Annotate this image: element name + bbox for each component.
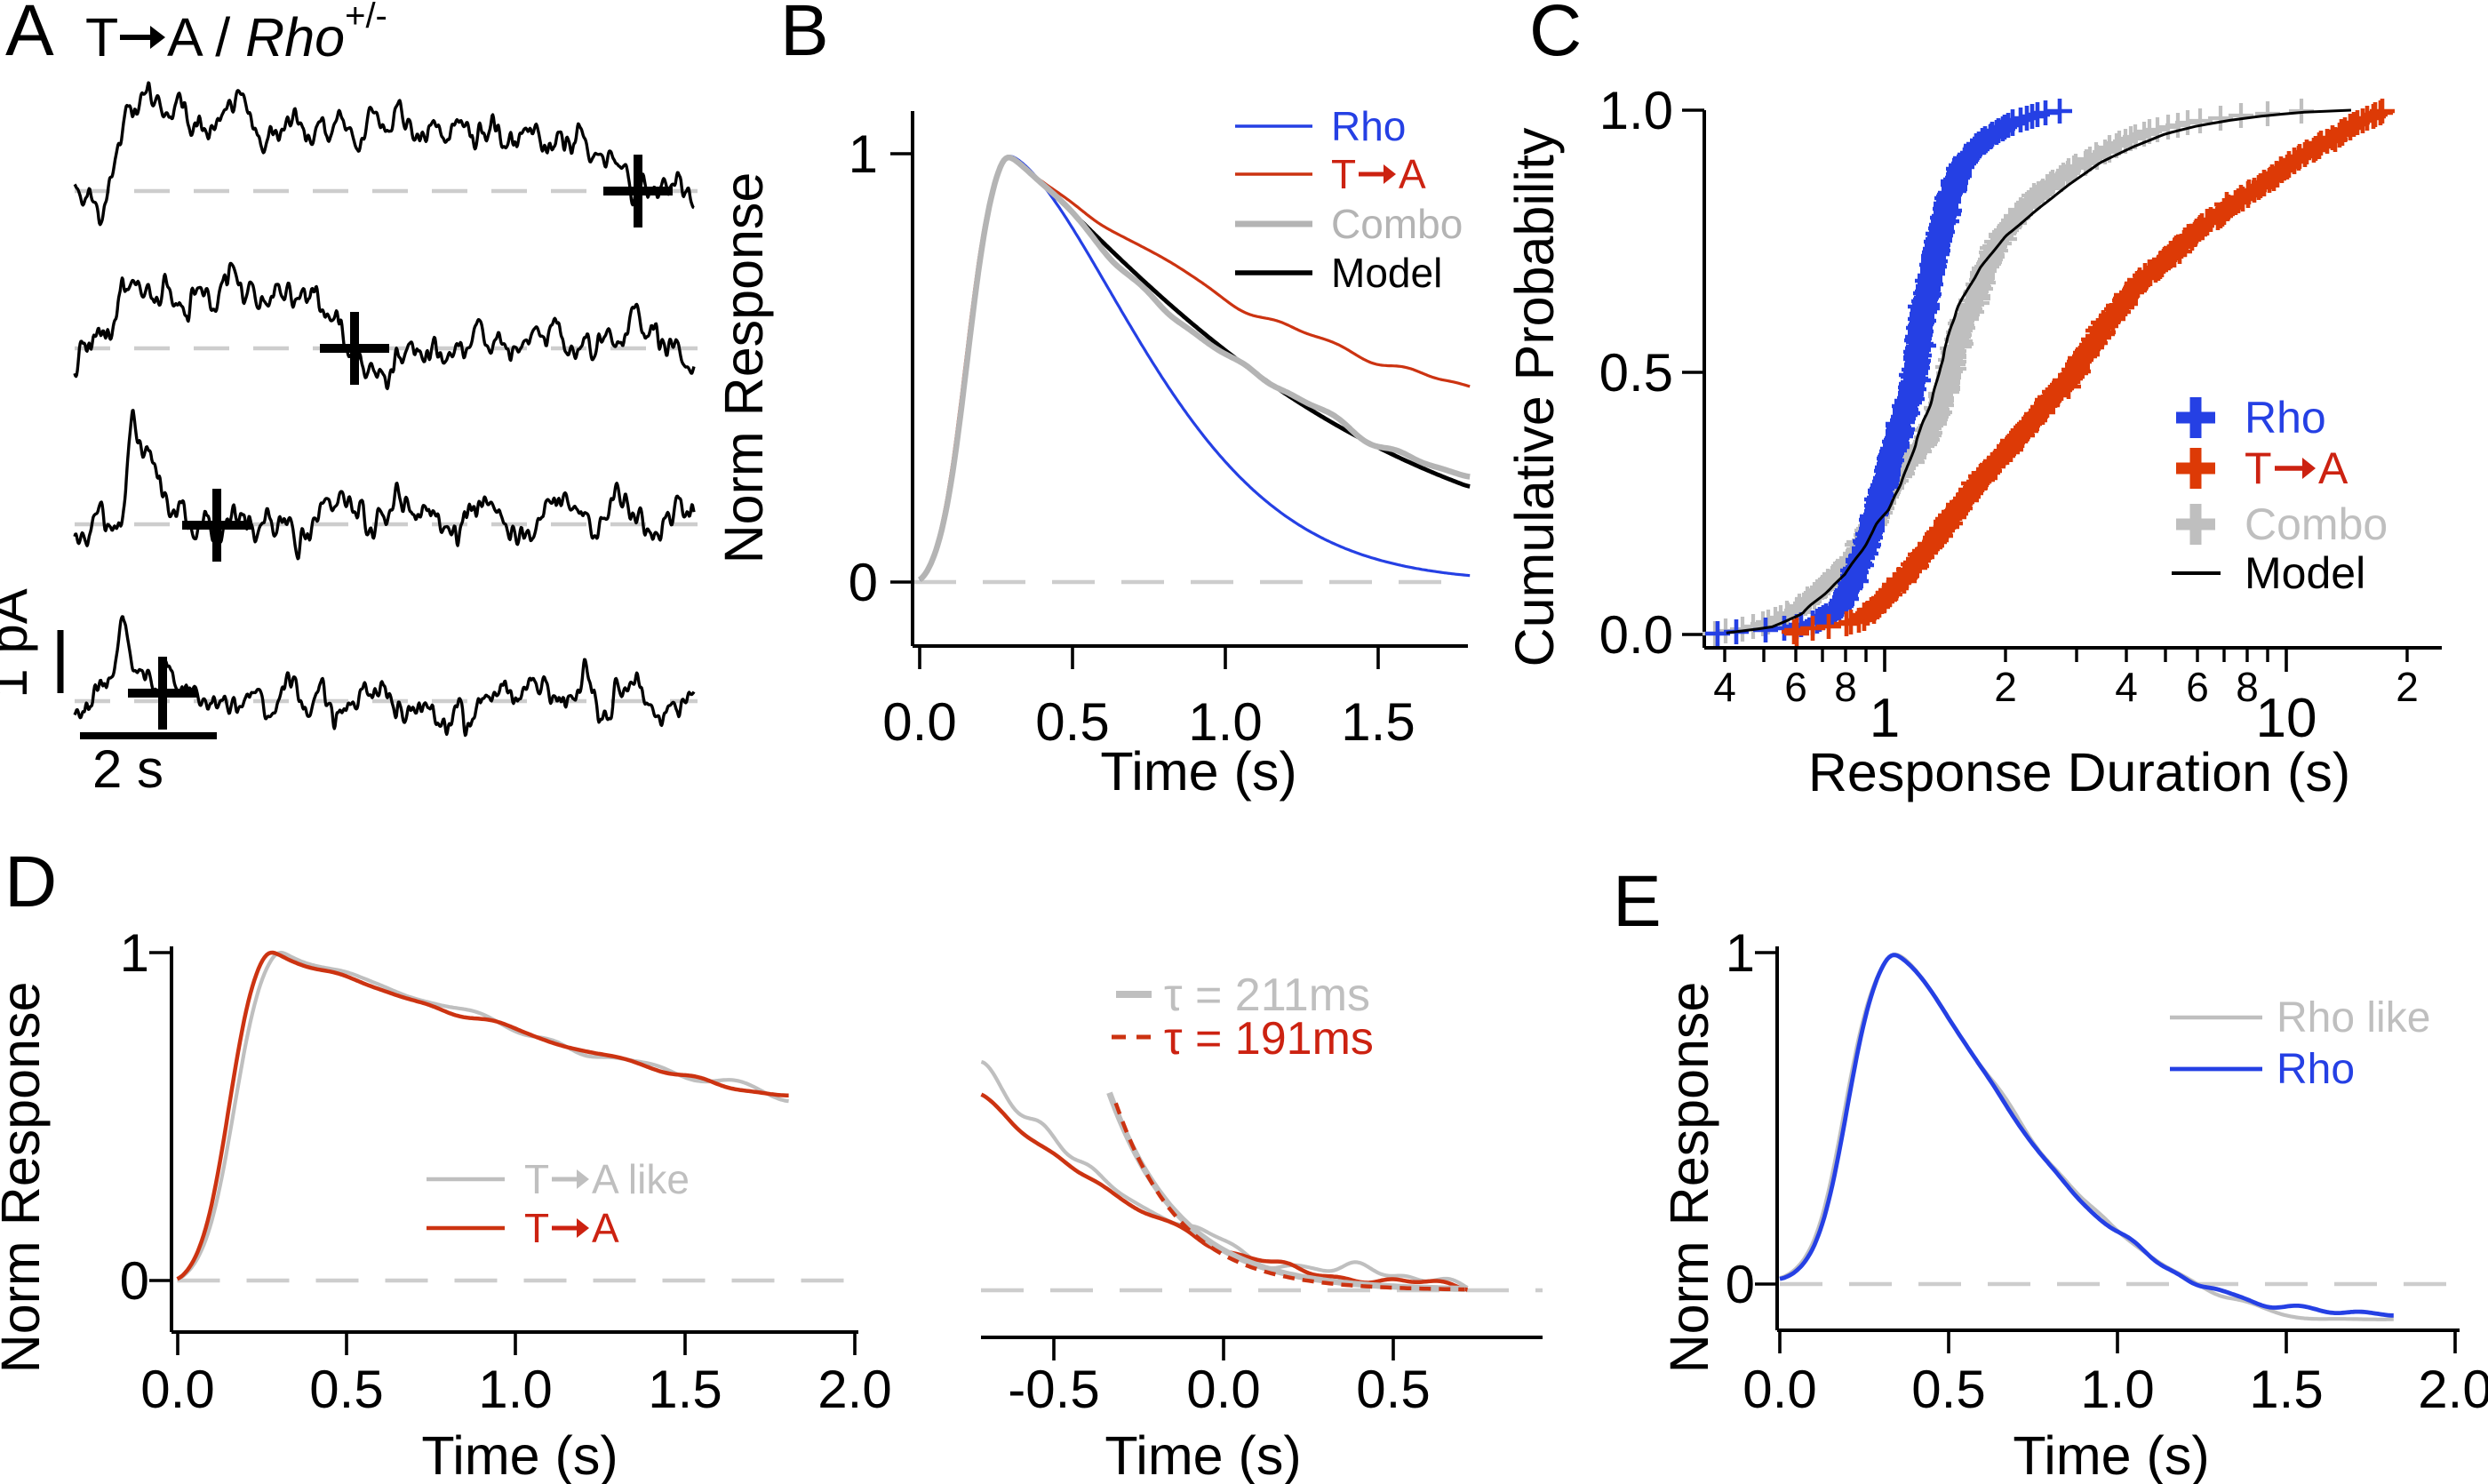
svg-text:Rho: Rho	[2277, 1046, 2355, 1093]
svg-text:Rho: Rho	[1331, 103, 1406, 149]
svg-text:A like: A like	[592, 1156, 690, 1202]
svg-text:T: T	[524, 1205, 549, 1251]
svg-text:1.0: 1.0	[2080, 1360, 2154, 1419]
svg-text:Norm Response: Norm Response	[714, 172, 774, 564]
svg-text:1: 1	[1726, 923, 1755, 983]
svg-text:2 s: 2 s	[92, 739, 163, 799]
svg-text:T: T	[85, 7, 118, 68]
svg-text:1.0: 1.0	[478, 1360, 552, 1419]
svg-text:0.0: 0.0	[882, 692, 956, 752]
svg-text:Model: Model	[2245, 548, 2365, 598]
svg-text:T: T	[2245, 443, 2272, 493]
svg-text:1.5: 1.5	[648, 1360, 722, 1419]
svg-text:Combo: Combo	[1331, 201, 1463, 247]
svg-text:A: A	[2318, 443, 2348, 493]
svg-text:1.0: 1.0	[1188, 692, 1262, 752]
svg-text:-0.5: -0.5	[1008, 1360, 1099, 1419]
svg-text:2: 2	[2396, 664, 2419, 710]
svg-text:Norm Response: Norm Response	[0, 982, 51, 1374]
svg-text:4: 4	[1713, 664, 1736, 710]
svg-text:1: 1	[1870, 688, 1900, 749]
svg-text:8: 8	[1834, 664, 1857, 710]
svg-text:0.0: 0.0	[1186, 1360, 1260, 1419]
svg-text:Time (s): Time (s)	[2013, 1425, 2209, 1484]
svg-text:10: 10	[2256, 688, 2317, 749]
svg-text:0.5: 0.5	[309, 1360, 383, 1419]
svg-text:0.5: 0.5	[1035, 692, 1109, 752]
svg-text:6: 6	[1784, 664, 1807, 710]
svg-text:1: 1	[849, 124, 878, 184]
svg-text:1: 1	[120, 923, 149, 983]
svg-text:B: B	[780, 0, 829, 71]
svg-text:T: T	[524, 1156, 549, 1202]
svg-text:E: E	[1613, 861, 1662, 942]
svg-text:Rho: Rho	[2245, 393, 2326, 443]
svg-text:0.5: 0.5	[1911, 1360, 1985, 1419]
svg-text:2: 2	[1994, 664, 2017, 710]
svg-text:1.5: 1.5	[2249, 1360, 2323, 1419]
svg-text:0.0: 0.0	[1599, 605, 1673, 665]
svg-text:Combo: Combo	[2245, 499, 2388, 549]
svg-text:0.0: 0.0	[140, 1360, 214, 1419]
svg-text:Time (s): Time (s)	[1100, 741, 1296, 802]
svg-text:T: T	[1331, 151, 1356, 197]
svg-text:2.0: 2.0	[2418, 1360, 2488, 1419]
svg-text:1.0: 1.0	[1599, 81, 1673, 140]
svg-text:8: 8	[2236, 664, 2259, 710]
svg-text:0.0: 0.0	[1742, 1360, 1816, 1419]
svg-text:0: 0	[849, 553, 878, 612]
svg-text:0: 0	[120, 1251, 149, 1311]
svg-text:τ = 211ms: τ = 211ms	[1164, 969, 1370, 1021]
svg-text:Time (s): Time (s)	[421, 1425, 618, 1484]
svg-text:2.0: 2.0	[817, 1360, 891, 1419]
svg-text:D: D	[4, 842, 57, 922]
svg-text:Norm Response: Norm Response	[1659, 982, 1719, 1374]
svg-text:6: 6	[2186, 664, 2209, 710]
svg-text:Rho like: Rho like	[2277, 994, 2430, 1041]
svg-text:Time (s): Time (s)	[1104, 1425, 1301, 1484]
svg-text:0.5: 0.5	[1599, 343, 1673, 403]
svg-text:A: A	[5, 0, 54, 71]
svg-text:1 pA: 1 pA	[0, 588, 38, 698]
svg-text:τ = 191ms: τ = 191ms	[1164, 1013, 1374, 1065]
svg-text:0.5: 0.5	[1356, 1360, 1430, 1419]
svg-text:4: 4	[2115, 664, 2138, 710]
svg-text:Model: Model	[1331, 250, 1442, 296]
svg-text:A: A	[1399, 151, 1426, 197]
svg-text:Cumulative Probability: Cumulative Probability	[1504, 127, 1565, 666]
svg-text:0: 0	[1726, 1255, 1755, 1314]
svg-text:Response Duration (s): Response Duration (s)	[1808, 742, 2350, 802]
svg-text:C: C	[1529, 0, 1582, 71]
svg-text:1.5: 1.5	[1341, 692, 1415, 752]
svg-text:A: A	[592, 1205, 619, 1251]
